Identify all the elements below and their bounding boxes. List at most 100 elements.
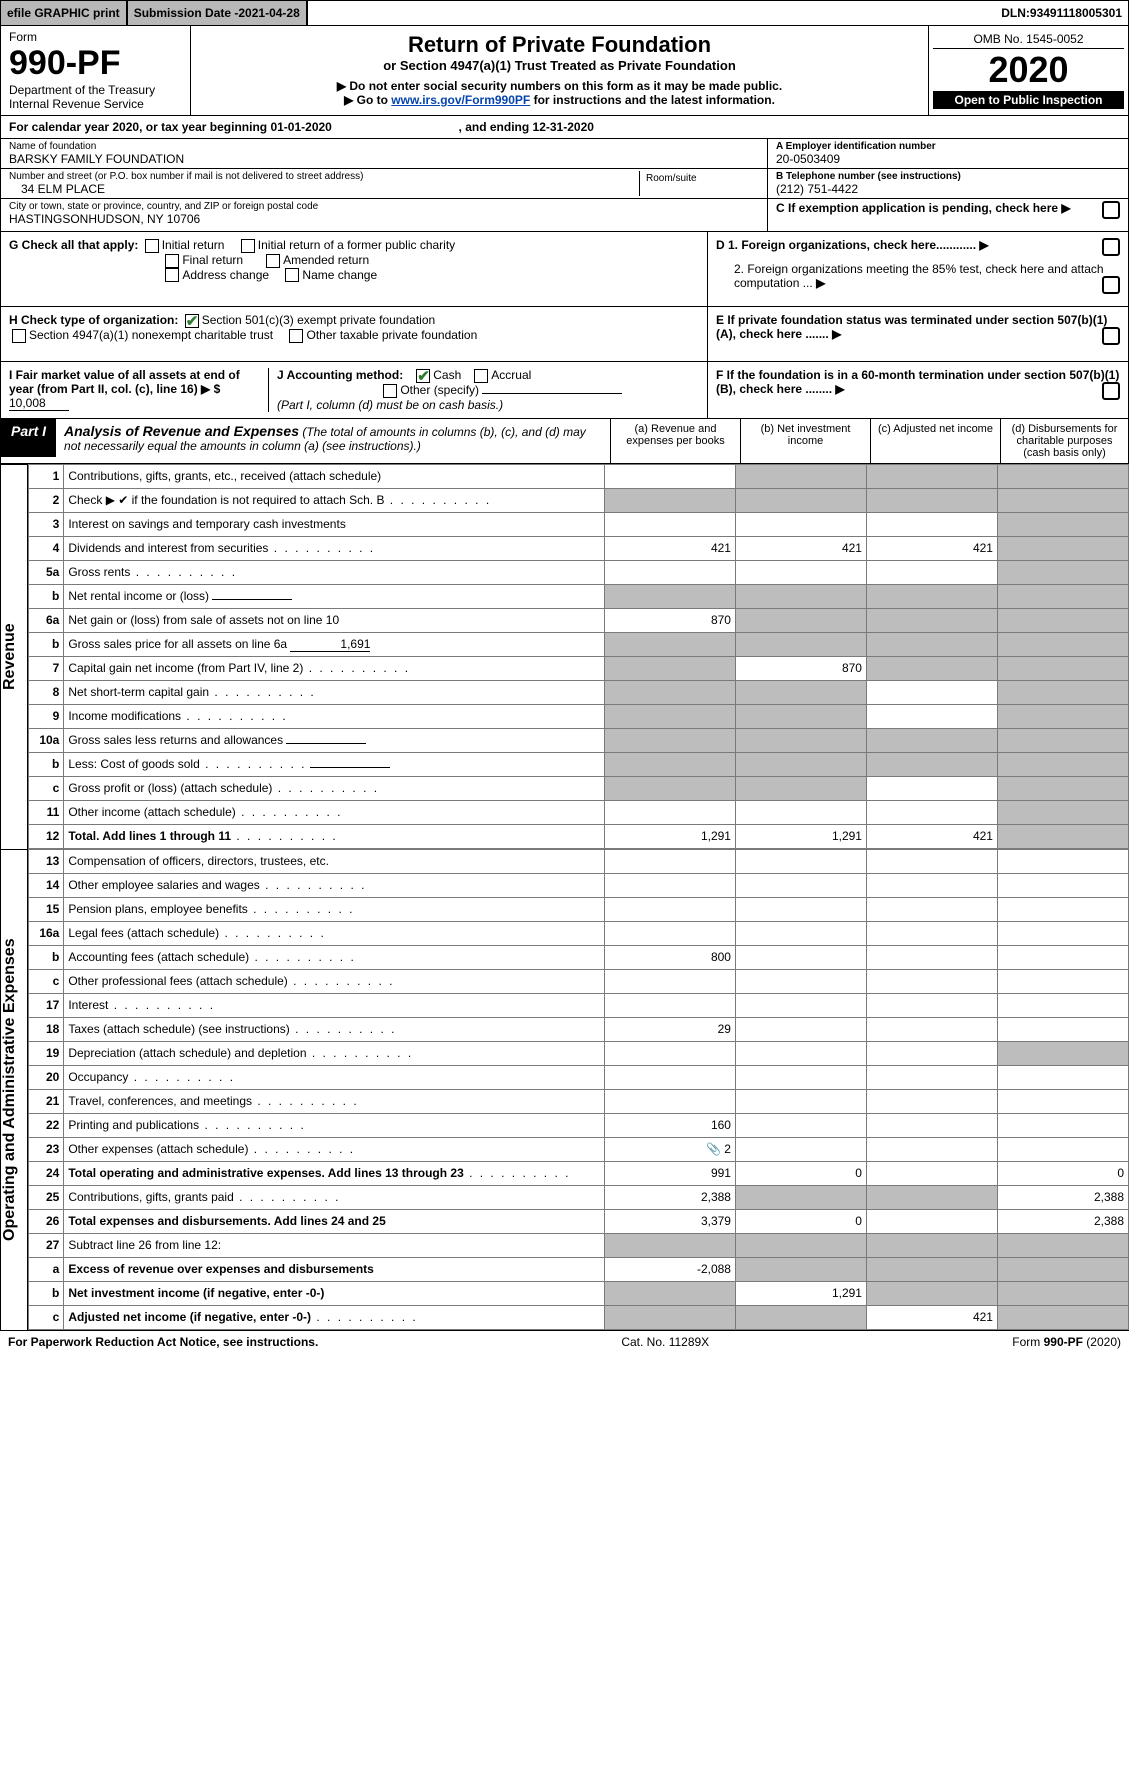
col-c-header: (c) Adjusted net income <box>871 419 1001 463</box>
f-checkbox[interactable] <box>1102 382 1120 400</box>
cell-value: 870 <box>604 608 735 632</box>
line-description: Interest on savings and temporary cash i… <box>64 512 605 536</box>
name-ein-row: Name of foundation BARSKY FAMILY FOUNDAT… <box>0 139 1129 169</box>
cell-value <box>735 1017 866 1041</box>
city-value: HASTINGSONHUDSON, NY 10706 <box>9 212 759 226</box>
revenue-section: Revenue 1Contributions, gifts, grants, e… <box>0 464 1129 849</box>
cell-value <box>866 512 997 536</box>
line-description: Printing and publications <box>64 1113 605 1137</box>
j-other-label: Other (specify) <box>400 383 479 397</box>
j-other-checkbox[interactable] <box>383 384 397 398</box>
c-label: C If exemption application is pending, c… <box>776 201 1058 215</box>
cell-shaded <box>997 728 1128 752</box>
c-checkbox[interactable] <box>1102 201 1120 219</box>
name-change-checkbox[interactable] <box>285 268 299 282</box>
cell-shaded <box>997 488 1128 512</box>
city-c-row: City or town, state or province, country… <box>0 199 1129 232</box>
cell-shaded <box>735 632 866 656</box>
address-change-label: Address change <box>182 268 269 282</box>
cell-shaded <box>604 632 735 656</box>
line-description: Legal fees (attach schedule) <box>64 921 605 945</box>
cell-shaded <box>604 656 735 680</box>
address-change-checkbox[interactable] <box>165 268 179 282</box>
name-change-label: Name change <box>302 268 377 282</box>
line-number: 20 <box>29 1065 64 1089</box>
line-number: a <box>29 1257 64 1281</box>
h2-checkbox[interactable] <box>12 329 26 343</box>
initial-former-label: Initial return of a former public charit… <box>258 238 455 252</box>
cell-shaded <box>604 704 735 728</box>
cell-value <box>866 1065 997 1089</box>
expenses-table: 13Compensation of officers, directors, t… <box>28 849 1129 1330</box>
cell-value <box>997 1113 1128 1137</box>
line-number: c <box>29 969 64 993</box>
cell-value <box>866 993 997 1017</box>
amended-return-checkbox[interactable] <box>266 254 280 268</box>
submission-date-block: Submission Date - 2021-04-28 <box>128 1 308 25</box>
cell-value <box>866 897 997 921</box>
j-label: J Accounting method: <box>277 368 403 382</box>
line-description: Contributions, gifts, grants paid <box>64 1185 605 1209</box>
line-description: Net rental income or (loss) <box>64 584 605 608</box>
cell-shaded <box>997 1041 1128 1065</box>
d1-checkbox[interactable] <box>1102 238 1120 256</box>
final-return-checkbox[interactable] <box>165 254 179 268</box>
arrow-icon: ▶ <box>1061 201 1070 215</box>
form-header: Form 990-PF Department of the Treasury I… <box>0 26 1129 116</box>
h2-label: Section 4947(a)(1) nonexempt charitable … <box>29 328 273 342</box>
form-instructions-link[interactable]: www.irs.gov/Form990PF <box>391 93 530 107</box>
cell-value <box>735 945 866 969</box>
cell-shaded <box>997 560 1128 584</box>
j-other-input[interactable] <box>482 393 622 394</box>
form-number-block: Form 990-PF Department of the Treasury I… <box>1 26 191 115</box>
cell-value <box>735 800 866 824</box>
cell-value <box>997 921 1128 945</box>
line-description: Check ▶ ✔ if the foundation is not requi… <box>64 488 605 512</box>
attachment-icon[interactable]: 📎 <box>706 1142 721 1156</box>
table-row: 16aLegal fees (attach schedule) <box>29 921 1129 945</box>
cell-shaded <box>997 776 1128 800</box>
dln-label: DLN: <box>1001 6 1030 20</box>
cell-value: 2,388 <box>997 1209 1128 1233</box>
cell-value: 1,291 <box>735 824 866 848</box>
cell-value <box>735 1065 866 1089</box>
efile-print-button[interactable]: efile GRAPHIC print <box>1 1 128 25</box>
h1-checkbox[interactable] <box>185 314 199 328</box>
j-cash-checkbox[interactable] <box>416 369 430 383</box>
line-number: c <box>29 1305 64 1329</box>
cell-shaded <box>997 800 1128 824</box>
table-row: 19Depreciation (attach schedule) and dep… <box>29 1041 1129 1065</box>
cell-value <box>997 945 1128 969</box>
cell-shaded <box>604 488 735 512</box>
cell-shaded <box>604 776 735 800</box>
f-label: F If the foundation is in a 60-month ter… <box>716 368 1119 396</box>
cell-value <box>997 1137 1128 1161</box>
initial-former-checkbox[interactable] <box>241 239 255 253</box>
cell-value: 870 <box>735 656 866 680</box>
cell-value <box>735 873 866 897</box>
j-cash-label: Cash <box>433 368 461 382</box>
cell-value <box>866 704 997 728</box>
line-description: Total expenses and disbursements. Add li… <box>64 1209 605 1233</box>
e-checkbox[interactable] <box>1102 327 1120 345</box>
initial-return-checkbox[interactable] <box>145 239 159 253</box>
line-description: Interest <box>64 993 605 1017</box>
d-block: D 1. Foreign organizations, check here..… <box>708 232 1128 306</box>
cell-value <box>997 969 1128 993</box>
line-description: Travel, conferences, and meetings <box>64 1089 605 1113</box>
table-row: 26Total expenses and disbursements. Add … <box>29 1209 1129 1233</box>
line-number: 11 <box>29 800 64 824</box>
address-phone-row: Number and street (or P.O. box number if… <box>0 169 1129 199</box>
h3-checkbox[interactable] <box>289 329 303 343</box>
j-accrual-checkbox[interactable] <box>474 369 488 383</box>
address-label: Number and street (or P.O. box number if… <box>9 171 639 182</box>
cell-value: 421 <box>866 536 997 560</box>
table-row: bAccounting fees (attach schedule)800 <box>29 945 1129 969</box>
revenue-table: 1Contributions, gifts, grants, etc., rec… <box>28 464 1129 849</box>
form-note-2: ▶ Go to www.irs.gov/Form990PF for instru… <box>199 93 920 107</box>
line-description: Taxes (attach schedule) (see instruction… <box>64 1017 605 1041</box>
line-number: b <box>29 584 64 608</box>
d2-checkbox[interactable] <box>1102 276 1120 294</box>
line-number: 10a <box>29 728 64 752</box>
calendar-year-row: For calendar year 2020, or tax year begi… <box>0 116 1129 139</box>
